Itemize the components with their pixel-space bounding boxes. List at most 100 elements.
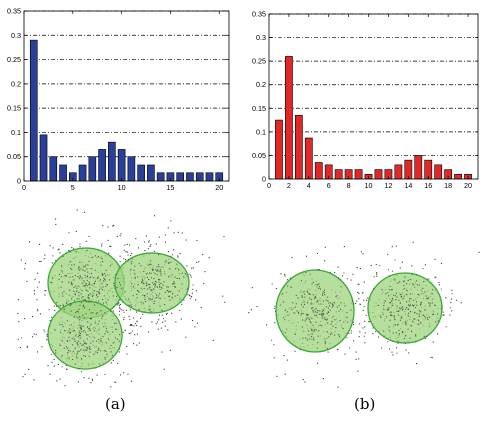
scatter-point xyxy=(72,276,74,278)
scatter-point xyxy=(363,281,365,283)
scatter-point xyxy=(340,286,342,288)
scatter-point xyxy=(167,227,169,229)
scatter-point xyxy=(88,235,90,237)
scatter-point xyxy=(68,336,70,338)
scatter-point xyxy=(418,323,420,325)
scatter-point xyxy=(405,308,407,310)
scatter-point xyxy=(321,314,323,316)
hist-b-xtick-label: 20 xyxy=(464,181,472,190)
scatter-point xyxy=(116,304,118,306)
scatter-point xyxy=(435,321,437,323)
scatter-point xyxy=(346,312,348,314)
scatter-point xyxy=(310,303,312,305)
scatter-point xyxy=(161,287,163,289)
scatter-point xyxy=(397,282,399,284)
scatter-point xyxy=(376,272,378,274)
scatter-point xyxy=(355,302,357,304)
scatter-point xyxy=(33,293,36,295)
scatter-point xyxy=(303,291,305,293)
scatter-point xyxy=(412,305,414,307)
scatter-point xyxy=(403,280,405,282)
scatter-point xyxy=(72,358,74,360)
scatter-point xyxy=(127,259,130,261)
scatter-point xyxy=(287,285,289,287)
scatter-point xyxy=(69,267,72,269)
scatter-point xyxy=(105,269,107,271)
scatter-point xyxy=(85,264,87,266)
scatter-point xyxy=(100,287,102,289)
scatter-point xyxy=(160,282,162,284)
scatter-point xyxy=(171,296,173,298)
scatter-point xyxy=(322,378,324,380)
scatter-point xyxy=(389,330,391,332)
scatter-point xyxy=(312,309,314,311)
scatter-point xyxy=(186,265,188,267)
scatter-point xyxy=(119,235,121,237)
scatter-point xyxy=(390,314,392,316)
scatter-point xyxy=(315,284,317,286)
scatter-point xyxy=(112,359,114,361)
scatter-point xyxy=(312,281,314,283)
scatter-point xyxy=(420,311,422,313)
scatter-point xyxy=(61,355,63,357)
scatter-point xyxy=(55,223,57,225)
scatter-point xyxy=(46,335,48,337)
scatter-point xyxy=(24,263,27,265)
scatter-point xyxy=(163,368,165,370)
scatter-point xyxy=(425,295,427,297)
scatter-point xyxy=(140,301,142,303)
scatter-point xyxy=(164,291,166,293)
scatter-point xyxy=(297,311,300,313)
scatter-point xyxy=(299,349,301,351)
scatter-point xyxy=(117,303,119,305)
scatter-point xyxy=(128,332,130,335)
scatter-point xyxy=(379,265,381,267)
scatter-point xyxy=(134,334,136,336)
scatter-point xyxy=(114,287,116,289)
scatter-point xyxy=(104,273,106,275)
scatter-point xyxy=(164,261,166,263)
scatter-point xyxy=(172,283,174,285)
scatter-point xyxy=(73,279,75,281)
scatter-point xyxy=(143,295,146,297)
scatter-point xyxy=(31,336,34,338)
scatter-point xyxy=(427,317,429,319)
scatter-point xyxy=(358,283,360,285)
scatter-point xyxy=(306,339,308,341)
scatter-point xyxy=(70,303,72,305)
scatter-point xyxy=(387,308,389,310)
scatter-point xyxy=(119,260,121,263)
scatter-point xyxy=(314,296,316,298)
scatter-point xyxy=(414,318,416,320)
scatter-point xyxy=(161,314,163,316)
scatter-point xyxy=(337,266,339,268)
scatter-point xyxy=(402,298,404,300)
scatter-point xyxy=(155,269,157,271)
scatter-point xyxy=(78,266,80,268)
scatter-point xyxy=(181,232,183,234)
scatter-point xyxy=(379,315,381,317)
scatter-point xyxy=(93,290,95,292)
scatter-point xyxy=(149,298,151,300)
scatter-point xyxy=(69,303,71,305)
scatter-point xyxy=(362,327,364,329)
scatter-point xyxy=(144,250,146,252)
scatter-point xyxy=(33,290,35,292)
scatter-point xyxy=(94,255,96,257)
scatter-point xyxy=(159,286,161,288)
scatter-point xyxy=(70,281,73,283)
scatter-point xyxy=(151,268,153,270)
scatter-point xyxy=(117,278,119,280)
scatter-point xyxy=(177,256,179,258)
scatter-point xyxy=(323,314,325,316)
scatter-point xyxy=(112,331,114,333)
scatter-point xyxy=(107,338,110,340)
scatter-point xyxy=(159,271,161,273)
scatter-point xyxy=(422,314,424,316)
scatter-point xyxy=(159,269,161,271)
scatter-point xyxy=(86,279,88,281)
scatter-point xyxy=(359,331,361,333)
scatter-point xyxy=(335,327,337,329)
scatter-point xyxy=(95,340,98,342)
scatter-point xyxy=(314,314,316,316)
